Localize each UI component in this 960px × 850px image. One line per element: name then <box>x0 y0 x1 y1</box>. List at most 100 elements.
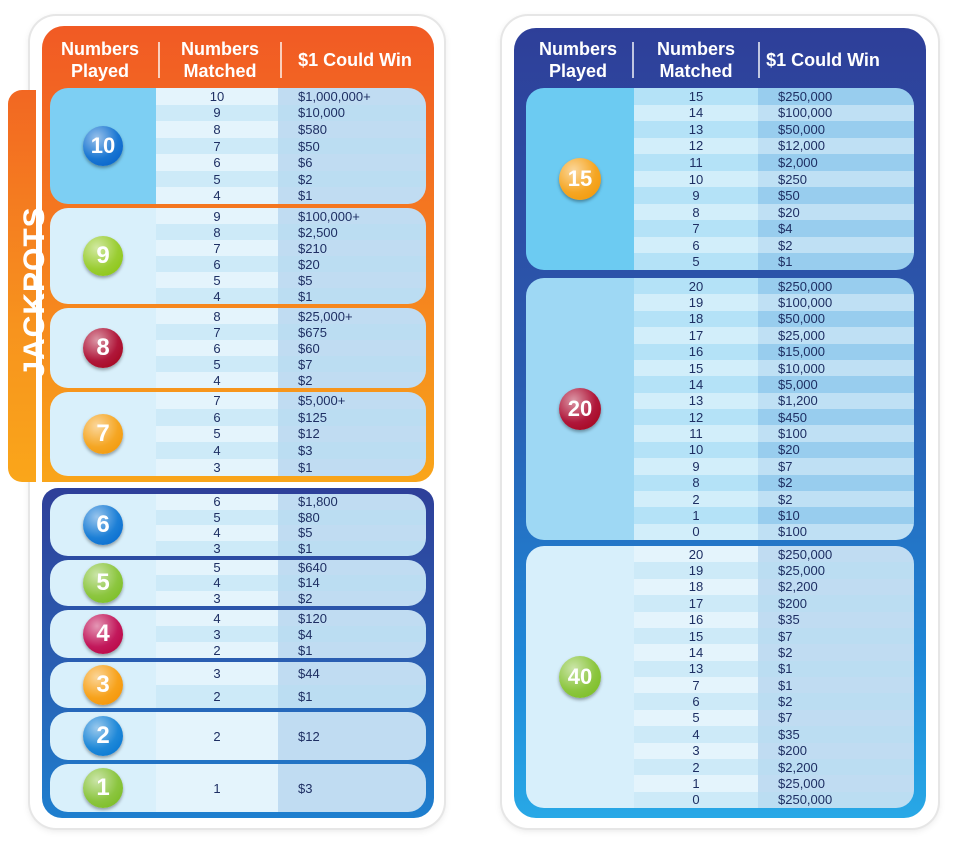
numbers-matched-cell: 6 <box>213 155 221 171</box>
played-cell: 3 <box>50 662 156 708</box>
table-row: 16 $35 <box>634 611 914 628</box>
numbers-matched-cell: 7 <box>692 221 700 237</box>
number-ball-40: 40 <box>559 656 601 698</box>
prize-amount-cell: $7 <box>758 627 914 645</box>
table-row: 10 $1,000,000+ <box>156 88 426 105</box>
header-numbers-played: Numbers Played <box>60 39 140 81</box>
number-ball-1: 1 <box>83 768 123 808</box>
table-row: 9 $100,000+ <box>156 208 426 224</box>
group-played-1: 1 1 $3 <box>50 764 426 812</box>
numbers-matched-cell: 3 <box>213 460 221 476</box>
prize-amount-cell: $250,000 <box>758 546 914 563</box>
prize-amount-cell: $1 <box>758 677 914 694</box>
group-played-2: 2 2 $12 <box>50 712 426 760</box>
prize-rows: 3 $44 2 $1 <box>156 662 426 708</box>
prize-amount-cell: $450 <box>758 409 914 426</box>
prize-amount-cell: $1 <box>758 253 914 270</box>
prize-amount-cell: $25,000 <box>758 775 914 792</box>
prize-amount-cell: $60 <box>278 340 426 356</box>
numbers-matched-cell: 5 <box>213 272 221 288</box>
group-played-20: 20 20 $250,000 19 $100,000 18 $50,000 17 $25,000… <box>526 278 914 540</box>
group-played-8: 8 8 $25,000+ 7 $675 6 $60 5 $7 4 $2 <box>50 308 426 388</box>
prize-amount-cell: $2 <box>758 236 914 254</box>
prize-rows: 10 $1,000,000+ 9 $10,000 8 $580 7 $50 6 $6 5 $2 4 $1 <box>156 88 426 204</box>
prize-amount-cell: $35 <box>758 726 914 743</box>
table-row: 20 $250,000 <box>634 546 914 563</box>
played-cell: 2 <box>50 712 156 760</box>
prize-rows: 6 $1,800 5 $80 4 $5 3 $1 <box>156 494 426 556</box>
table-row: 3 $1 <box>156 540 426 556</box>
table-row: 6 $2 <box>634 236 914 254</box>
prize-rows: 20 $250,000 19 $25,000 18 $2,200 17 $200 16 $35 15… <box>634 546 914 808</box>
prize-amount-cell: $25,000 <box>758 562 914 579</box>
numbers-matched-cell: 16 <box>688 344 704 360</box>
numbers-matched-cell: 7 <box>692 677 700 693</box>
table-row: 3 $1 <box>156 459 426 476</box>
numbers-matched-cell: 13 <box>688 121 704 137</box>
table-row: 5 $640 <box>156 560 426 576</box>
table-row: 15 $7 <box>634 627 914 645</box>
numbers-matched-cell: 7 <box>213 138 221 154</box>
prize-amount-cell: $12 <box>278 425 426 443</box>
prize-amount-cell: $50,000 <box>758 121 914 138</box>
table-row: 2 $1 <box>156 685 426 708</box>
numbers-matched-cell: 2 <box>213 642 221 658</box>
table-row: 4 $3 <box>156 442 426 460</box>
numbers-matched-cell: 9 <box>213 208 221 224</box>
table-row: 4 $2 <box>156 372 426 388</box>
prize-amount-cell: $10,000 <box>278 104 426 122</box>
table-row: 2 $2 <box>634 490 914 508</box>
prize-amount-cell: $250,000 <box>758 791 914 808</box>
numbers-matched-cell: 5 <box>213 171 221 187</box>
number-ball-3: 3 <box>83 665 123 705</box>
numbers-matched-cell: 3 <box>213 590 221 606</box>
prize-amount-cell: $2 <box>278 372 426 388</box>
table-row: 9 $10,000 <box>156 104 426 122</box>
prize-amount-cell: $5 <box>278 272 426 288</box>
table-row: 6 $20 <box>156 256 426 272</box>
table-row: 8 $20 <box>634 203 914 221</box>
table-row: 2 $1 <box>156 642 426 658</box>
played-cell: 1 <box>50 764 156 812</box>
table-row: 8 $2 <box>634 474 914 491</box>
played-cell: 10 <box>50 88 156 204</box>
played-cell: 6 <box>50 494 156 556</box>
prize-amount-cell: $100,000 <box>758 294 914 311</box>
prize-amount-cell: $10,000 <box>758 359 914 377</box>
numbers-matched-cell: 13 <box>688 393 704 409</box>
prize-amount-cell: $6 <box>278 154 426 171</box>
group-played-40: 40 20 $250,000 19 $25,000 18 $2,200 17 $200 16 $35… <box>526 546 914 808</box>
prize-amount-cell: $12 <box>278 712 426 760</box>
numbers-matched-cell: 4 <box>213 188 221 204</box>
numbers-matched-cell: 2 <box>692 759 700 775</box>
table-row: 13 $50,000 <box>634 121 914 138</box>
prize-rows: 7 $5,000+ 6 $125 5 $12 4 $3 3 $1 <box>156 392 426 476</box>
table-row: 15 $250,000 <box>634 88 914 105</box>
table-row: 2 $12 <box>156 712 426 760</box>
table-row: 2 $2,200 <box>634 758 914 776</box>
table-row: 3 $200 <box>634 742 914 759</box>
jackpots-label: JACKPOTS <box>18 206 51 378</box>
table-row: 7 $210 <box>156 240 426 256</box>
prize-rows: 4 $120 3 $4 2 $1 <box>156 610 426 658</box>
prize-amount-cell: $25,000 <box>758 327 914 344</box>
numbers-matched-cell: 1 <box>692 775 700 791</box>
prize-amount-cell: $580 <box>278 121 426 138</box>
table-row: 10 $250 <box>634 170 914 188</box>
numbers-matched-cell: 15 <box>688 360 704 376</box>
table-row: 4 $5 <box>156 525 426 541</box>
played-cell: 5 <box>50 560 156 606</box>
prize-amount-cell: $1 <box>278 459 426 476</box>
prize-amount-cell: $2 <box>758 490 914 508</box>
prize-amount-cell: $1 <box>278 288 426 304</box>
numbers-matched-cell: 14 <box>688 105 704 121</box>
group-played-9: 9 9 $100,000+ 8 $2,500 7 $210 6 $20 5 $5 4 $1 <box>50 208 426 304</box>
table-row: 14 $5,000 <box>634 376 914 393</box>
table-row: 17 $25,000 <box>634 327 914 344</box>
prize-amount-cell: $100,000 <box>758 104 914 122</box>
number-ball-10: 10 <box>83 126 123 166</box>
prize-rows: 20 $250,000 19 $100,000 18 $50,000 17 $25,000 16… <box>634 278 914 540</box>
table-row: 14 $100,000 <box>634 104 914 122</box>
group-played-6: 6 6 $1,800 5 $80 4 $5 3 $1 <box>50 494 426 556</box>
header-divider <box>280 42 282 78</box>
